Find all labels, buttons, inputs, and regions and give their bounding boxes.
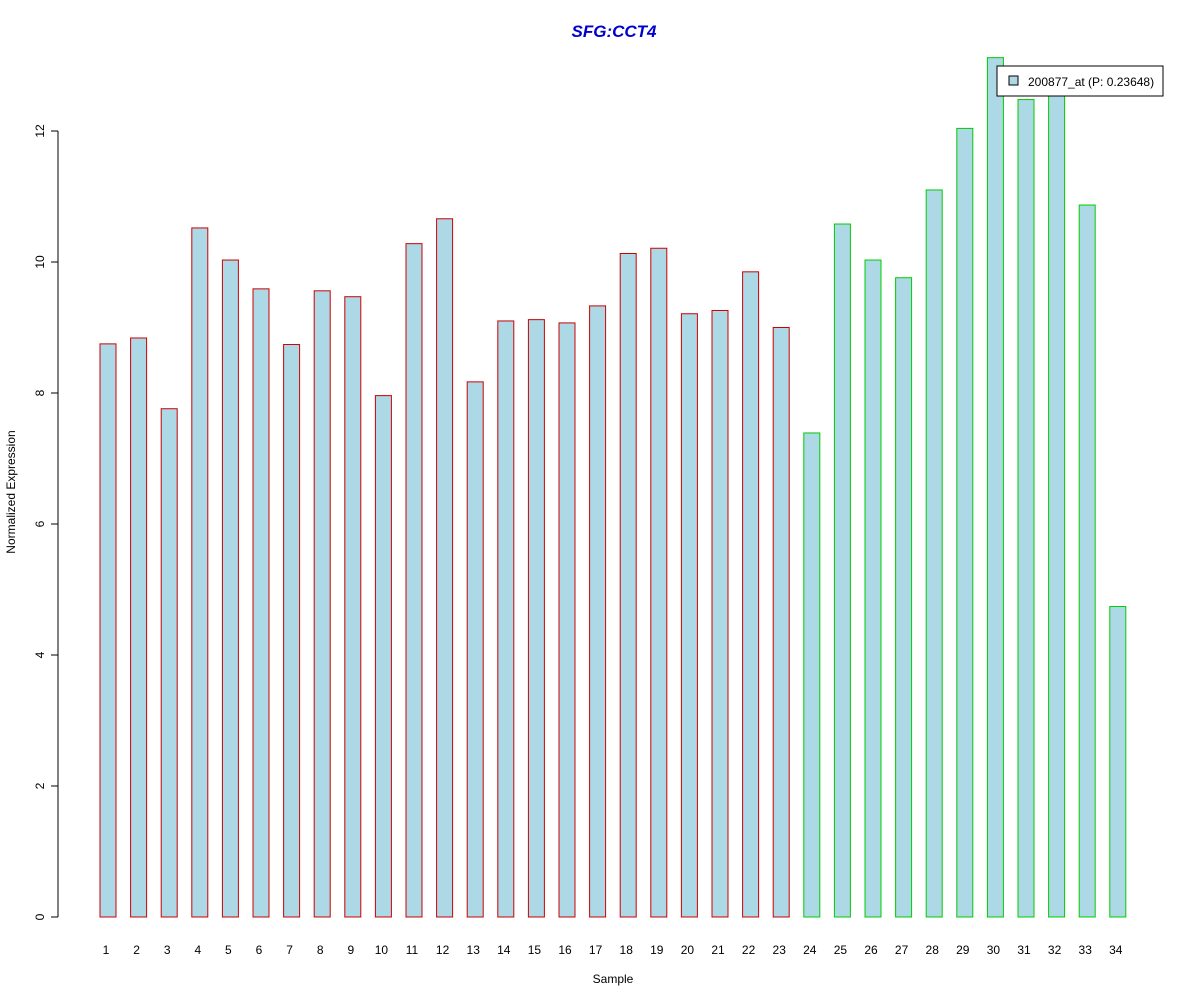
y-tick-label: 8 — [33, 389, 47, 396]
bar-sample-11 — [405, 243, 423, 918]
bar-sample-2 — [130, 337, 148, 918]
bars-group — [99, 57, 1127, 918]
bar-sample-30 — [986, 57, 1004, 918]
bar-sample-4 — [191, 227, 209, 918]
bar-sample-28 — [925, 189, 943, 918]
bar-sample-27 — [895, 277, 913, 918]
y-tick-label: 6 — [33, 520, 47, 527]
bar-sample-24 — [803, 432, 821, 918]
bar-sample-26 — [864, 259, 882, 918]
x-tick-label: 24 — [803, 943, 817, 957]
y-tick-label: 4 — [33, 651, 47, 658]
x-tick-label: 20 — [681, 943, 695, 957]
x-tick-label: 31 — [1017, 943, 1031, 957]
x-tick-label: 28 — [926, 943, 940, 957]
bar-sample-9 — [344, 296, 362, 918]
chart-title: SFG:CCT4 — [572, 22, 658, 41]
bar-sample-34 — [1109, 606, 1127, 918]
bar-sample-10 — [374, 395, 392, 918]
x-tick-label: 15 — [528, 943, 542, 957]
x-tick-label: 10 — [375, 943, 389, 957]
bar-sample-13 — [466, 381, 484, 918]
bar-sample-17 — [589, 305, 607, 918]
legend: 200877_at (P: 0.23648) — [996, 65, 1164, 97]
x-tick-label: 26 — [864, 943, 878, 957]
x-tick-label: 12 — [436, 943, 450, 957]
bar-sample-31 — [1017, 99, 1035, 918]
x-tick-label: 1 — [103, 943, 110, 957]
bar-sample-1 — [99, 343, 117, 918]
bar-sample-8 — [313, 290, 331, 918]
bar-sample-6 — [252, 288, 270, 918]
bar-sample-3 — [160, 408, 178, 918]
x-tick-label: 5 — [225, 943, 232, 957]
legend-swatch — [1008, 75, 1019, 86]
x-axis-label: Sample — [593, 972, 634, 986]
x-tick-label: 32 — [1048, 943, 1062, 957]
bar-sample-20 — [680, 313, 698, 918]
bar-sample-32 — [1048, 78, 1066, 918]
x-tick-label: 27 — [895, 943, 909, 957]
bar-sample-12 — [436, 218, 454, 918]
x-tick-label: 16 — [558, 943, 572, 957]
x-tick-label: 19 — [650, 943, 664, 957]
x-tick-label: 11 — [406, 943, 419, 957]
x-tick-label: 13 — [467, 943, 481, 957]
bar-sample-29 — [956, 127, 974, 918]
bar-sample-15 — [527, 319, 545, 918]
bar-sample-7 — [283, 344, 301, 918]
legend-box — [996, 65, 1164, 97]
x-tick-label: 30 — [987, 943, 1001, 957]
bar-sample-18 — [619, 252, 637, 918]
x-tick-label: 33 — [1079, 943, 1093, 957]
bar-sample-33 — [1078, 204, 1096, 918]
y-tick-label: 2 — [33, 782, 47, 789]
bar-sample-5 — [221, 259, 239, 918]
legend-label: 200877_at (P: 0.23648) — [1028, 75, 1154, 89]
bar-sample-25 — [833, 223, 851, 918]
bar-sample-14 — [497, 320, 515, 918]
y-tick-label: 0 — [33, 913, 47, 920]
x-tick-label: 22 — [742, 943, 756, 957]
x-tick-label: 14 — [497, 943, 511, 957]
bar-sample-19 — [650, 247, 668, 918]
x-tick-label: 8 — [317, 943, 324, 957]
bar-sample-21 — [711, 309, 729, 918]
x-tick-label: 25 — [834, 943, 848, 957]
bar-sample-23 — [772, 327, 790, 918]
x-tick-label: 7 — [286, 943, 293, 957]
x-tick-label: 21 — [711, 943, 725, 957]
bar-sample-22 — [742, 271, 760, 918]
x-tick-label: 18 — [620, 943, 634, 957]
x-tick-label: 4 — [194, 943, 201, 957]
x-tick-label: 17 — [589, 943, 603, 957]
x-tick-labels: 1 2 3 4 5 6 7 8 9 10 11 12 13 14 15 16 17 18 19 20 21 22 23 24 2… — [103, 943, 1123, 957]
x-tick-label: 23 — [773, 943, 787, 957]
bar-sample-16 — [558, 322, 576, 918]
y-axis: 0 2 4 6 8 10 12 — [33, 124, 59, 920]
x-tick-label: 34 — [1109, 943, 1123, 957]
x-tick-label: 2 — [133, 943, 140, 957]
x-tick-label: 29 — [956, 943, 970, 957]
x-tick-label: 3 — [164, 943, 171, 957]
x-tick-label: 6 — [256, 943, 263, 957]
y-axis-label: Normalized Expression — [4, 430, 18, 553]
y-tick-label: 12 — [33, 124, 47, 138]
y-tick-label: 10 — [33, 255, 47, 269]
x-tick-label: 9 — [347, 943, 354, 957]
